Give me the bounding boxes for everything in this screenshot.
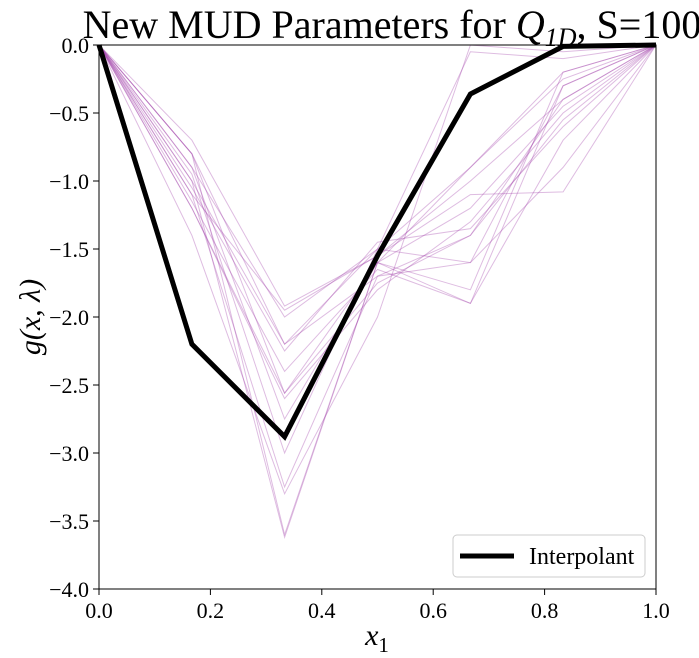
sample-series-line-6 <box>98 44 657 421</box>
interpolant-line <box>96 42 657 441</box>
y-tick-label: −3.5 <box>49 509 89 534</box>
y-tick-label: −2.0 <box>49 305 89 330</box>
chart-title: New MUD Parameters for Q1D, S=100 <box>83 2 699 52</box>
sample-series-line-16 <box>98 44 657 318</box>
sample-series-line-13 <box>98 44 657 352</box>
sample-series-line-8 <box>98 44 657 489</box>
sample-series-line-1 <box>98 44 657 346</box>
sample-series-line-2 <box>98 44 657 395</box>
sample-series-line-10 <box>98 44 657 307</box>
sample-series-line-9 <box>98 44 657 540</box>
sample-series-line-12 <box>98 44 657 400</box>
x-axis-label: x1 <box>364 619 389 657</box>
x-tick-label: 0.0 <box>85 598 113 623</box>
x-tick-label: 1.0 <box>642 598 670 623</box>
sample-series-line-7 <box>98 44 657 537</box>
legend-label: Interpolant <box>529 544 635 570</box>
y-tick-label: −4.0 <box>49 577 89 602</box>
legend-box <box>452 534 646 578</box>
sample-series-line-11 <box>98 44 657 496</box>
x-axis-ticks: 0.0 0.2 0.4 0.6 0.8 1.0 <box>85 589 670 623</box>
y-tick-label: 0.0 <box>62 33 90 58</box>
interpolant-series-group <box>96 42 657 441</box>
y-tick-label: −1.0 <box>49 169 89 194</box>
x-tick-label: 0.6 <box>419 598 447 623</box>
y-tick-label: −3.0 <box>49 441 89 466</box>
x-tick-label: 0.8 <box>531 598 559 623</box>
sample-series-line-4 <box>98 44 657 395</box>
legend: Interpolant <box>452 534 646 578</box>
x-tick-label: 0.4 <box>308 598 336 623</box>
y-tick-label: −2.5 <box>49 373 89 398</box>
y-tick-label: −0.5 <box>49 101 89 126</box>
sample-series-line-14 <box>98 44 657 455</box>
y-tick-label: −1.5 <box>49 237 89 262</box>
y-axis-label: g(x, λ) <box>14 279 47 355</box>
x-tick-label: 0.2 <box>197 598 225 623</box>
y-axis-ticks: 0.0 −0.5 −1.0 −1.5 −2.0 −2.5 −3.0 −3.5 −4.0 <box>49 33 99 602</box>
sample-series-line-3 <box>98 44 657 345</box>
sample-series-line-15 <box>98 44 657 373</box>
sample-series-group <box>98 44 657 540</box>
